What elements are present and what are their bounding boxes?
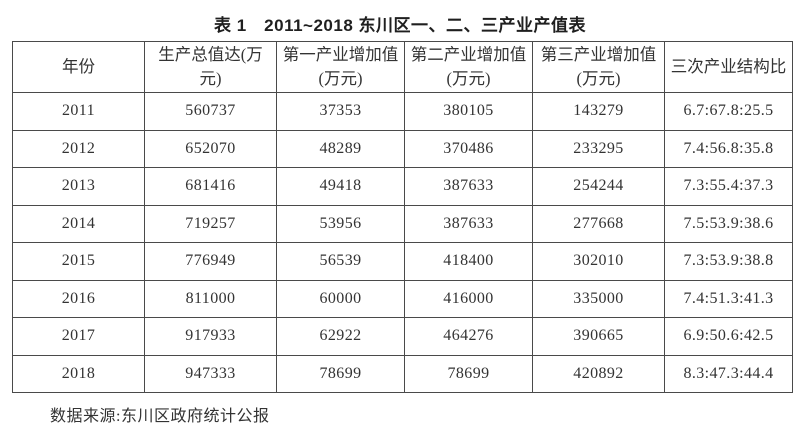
primary-industry-cell: 48289 [276,129,405,168]
header-row: 年份 生产总值达(万元) 第一产业增加值(万元) 第二产业增加值(万元) 第三产… [12,41,793,93]
structure-ratio-cell: 6.7:67.8:25.5 [664,92,793,131]
primary-industry-cell: 56539 [276,242,405,281]
table-row: 2016 811000 60000 416000 335000 7.4:51.3:41.3 [12,279,793,318]
structure-ratio-cell: 7.4:56.8:35.8 [664,129,793,168]
year-cell: 2015 [12,242,145,281]
gdp-cell: 776949 [144,242,277,281]
tertiary-industry-cell: 420892 [532,354,665,393]
primary-industry-cell: 49418 [276,167,405,206]
gdp-cell: 719257 [144,204,277,243]
data-source-note: 数据来源:东川区政府统计公报 [50,408,270,425]
primary-industry-cell: 78699 [276,354,405,393]
year-cell: 2012 [12,129,145,168]
year-cell: 2016 [12,279,145,318]
tertiary-industry-cell: 302010 [532,242,665,281]
tertiary-industry-cell: 390665 [532,317,665,356]
structure-ratio-cell: 6.9:50.6:42.5 [664,317,793,356]
column-header-year: 年份 [12,41,145,93]
year-cell: 2011 [12,92,145,131]
year-cell: 2017 [12,317,145,356]
secondary-industry-cell: 387633 [404,167,533,206]
year-cell: 2013 [12,167,145,206]
gdp-cell: 811000 [144,279,277,318]
tertiary-industry-cell: 277668 [532,204,665,243]
tertiary-industry-cell: 254244 [532,167,665,206]
secondary-industry-cell: 418400 [404,242,533,281]
column-header-primary-industry: 第一产业增加值(万元) [276,41,405,93]
tertiary-industry-cell: 143279 [532,92,665,131]
secondary-industry-cell: 416000 [404,279,533,318]
table-row: 2013 681416 49418 387633 254244 7.3:55.4:37.3 [12,167,793,206]
table-row: 2015 776949 56539 418400 302010 7.3:53.9:38.8 [12,242,793,281]
gdp-cell: 917933 [144,317,277,356]
structure-ratio-cell: 7.3:53.9:38.8 [664,242,793,281]
structure-ratio-cell: 8.3:47.3:44.4 [664,354,793,393]
primary-industry-cell: 53956 [276,204,405,243]
table-body: 2011 560737 37353 380105 143279 6.7:67.8:25.5… [12,92,793,393]
industry-output-table: 年份 生产总值达(万元) 第一产业增加值(万元) 第二产业增加值(万元) 第三产… [12,41,793,393]
structure-ratio-cell: 7.4:51.3:41.3 [664,279,793,318]
table-row: 2012 652070 48289 370486 233295 7.4:56.8:35.8 [12,129,793,168]
column-header-structure-ratio: 三次产业结构比 [664,41,793,93]
gdp-cell: 947333 [144,354,277,393]
table-row: 2014 719257 53956 387633 277668 7.5:53.9:38.6 [12,204,793,243]
structure-ratio-cell: 7.3:55.4:37.3 [664,167,793,206]
tertiary-industry-cell: 335000 [532,279,665,318]
gdp-cell: 681416 [144,167,277,206]
column-header-gdp: 生产总值达(万元) [144,41,277,93]
gdp-cell: 560737 [144,92,277,131]
year-cell: 2018 [12,354,145,393]
secondary-industry-cell: 78699 [404,354,533,393]
primary-industry-cell: 37353 [276,92,405,131]
gdp-cell: 652070 [144,129,277,168]
secondary-industry-cell: 370486 [404,129,533,168]
secondary-industry-cell: 464276 [404,317,533,356]
table-title: 表 1 2011~2018 东川区一、二、三产业产值表 [213,16,587,35]
year-cell: 2014 [12,204,145,243]
primary-industry-cell: 60000 [276,279,405,318]
table-row: 2011 560737 37353 380105 143279 6.7:67.8:25.5 [12,92,793,131]
secondary-industry-cell: 380105 [404,92,533,131]
structure-ratio-cell: 7.5:53.9:38.6 [664,204,793,243]
column-header-tertiary-industry: 第三产业增加值(万元) [532,41,665,93]
column-header-secondary-industry: 第二产业增加值(万元) [404,41,533,93]
secondary-industry-cell: 387633 [404,204,533,243]
tertiary-industry-cell: 233295 [532,129,665,168]
table-row: 2018 947333 78699 78699 420892 8.3:47.3:44.4 [12,354,793,393]
table-row: 2017 917933 62922 464276 390665 6.9:50.6:42.5 [12,317,793,356]
primary-industry-cell: 62922 [276,317,405,356]
